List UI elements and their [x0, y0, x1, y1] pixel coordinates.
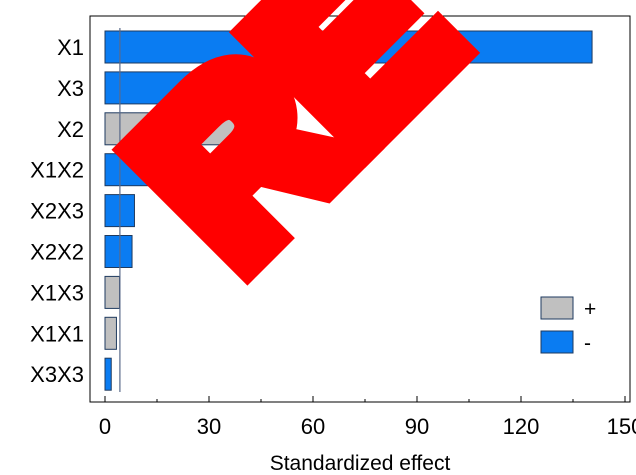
- bar-x1: [104, 30, 593, 64]
- legend-swatch-negative: [540, 330, 574, 354]
- legend-swatch-positive: [540, 296, 574, 320]
- x-tick-label: 30: [197, 414, 221, 439]
- category-label-x2x3: X2X3: [30, 199, 84, 224]
- bar-x3x3: [104, 357, 112, 391]
- category-label-x3: X3: [57, 76, 84, 101]
- bar-x1x1: [104, 316, 117, 350]
- legend-label-negative: -: [584, 332, 591, 355]
- bar-x3: [104, 71, 286, 105]
- category-label-x1: X1: [57, 35, 84, 60]
- category-label-x2x2: X2X2: [30, 240, 84, 265]
- category-label-x1x1: X1X1: [30, 321, 84, 346]
- x-ticks-layer: 0 30 60 90 120 150: [99, 396, 636, 439]
- bar-x2: [104, 112, 238, 146]
- category-label-x2: X2: [57, 117, 84, 142]
- legend: + -: [540, 296, 596, 355]
- x-tick-label: 60: [301, 414, 325, 439]
- x-axis-title: Standardized effect: [270, 452, 451, 475]
- bar-x2x2: [104, 235, 133, 268]
- x-tick-label: 90: [405, 414, 429, 439]
- x-tick-label: 150: [607, 414, 636, 439]
- x-tick-label: 120: [503, 414, 540, 439]
- category-label-x3x3: X3X3: [30, 362, 84, 387]
- legend-label-positive: +: [584, 298, 596, 321]
- bar-x1x2: [104, 153, 151, 187]
- category-label-x1x2: X1X2: [30, 158, 84, 183]
- bar-x1x3: [104, 275, 121, 309]
- x-tick-label: 0: [99, 414, 111, 439]
- category-label-x1x3: X1X3: [30, 280, 84, 305]
